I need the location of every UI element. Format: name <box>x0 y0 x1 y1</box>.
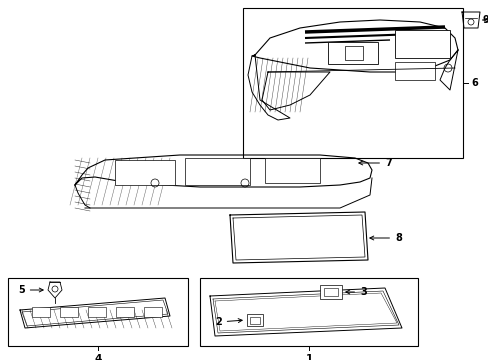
Bar <box>264 158 319 183</box>
Text: 2: 2 <box>215 317 242 327</box>
Bar <box>345 46 362 60</box>
Text: 7: 7 <box>358 158 391 168</box>
Text: 5: 5 <box>18 285 43 295</box>
Bar <box>319 285 341 299</box>
Bar <box>243 8 462 158</box>
Bar <box>60 307 78 317</box>
Text: 3: 3 <box>345 287 366 297</box>
Bar <box>8 278 187 346</box>
Bar <box>327 42 377 64</box>
Text: 8: 8 <box>369 233 401 243</box>
Bar <box>324 288 337 296</box>
Bar <box>116 307 134 317</box>
Bar <box>394 62 434 80</box>
Bar <box>246 314 263 326</box>
Text: 6: 6 <box>470 78 477 88</box>
Bar <box>394 30 449 58</box>
Bar <box>143 307 162 317</box>
Bar <box>115 160 175 185</box>
Bar <box>249 317 260 324</box>
Bar <box>184 158 249 185</box>
Bar <box>88 307 106 317</box>
Bar <box>200 278 417 346</box>
Bar <box>32 307 50 317</box>
Text: 4: 4 <box>94 354 102 360</box>
Text: 1: 1 <box>305 354 312 360</box>
Text: 9: 9 <box>481 15 488 25</box>
